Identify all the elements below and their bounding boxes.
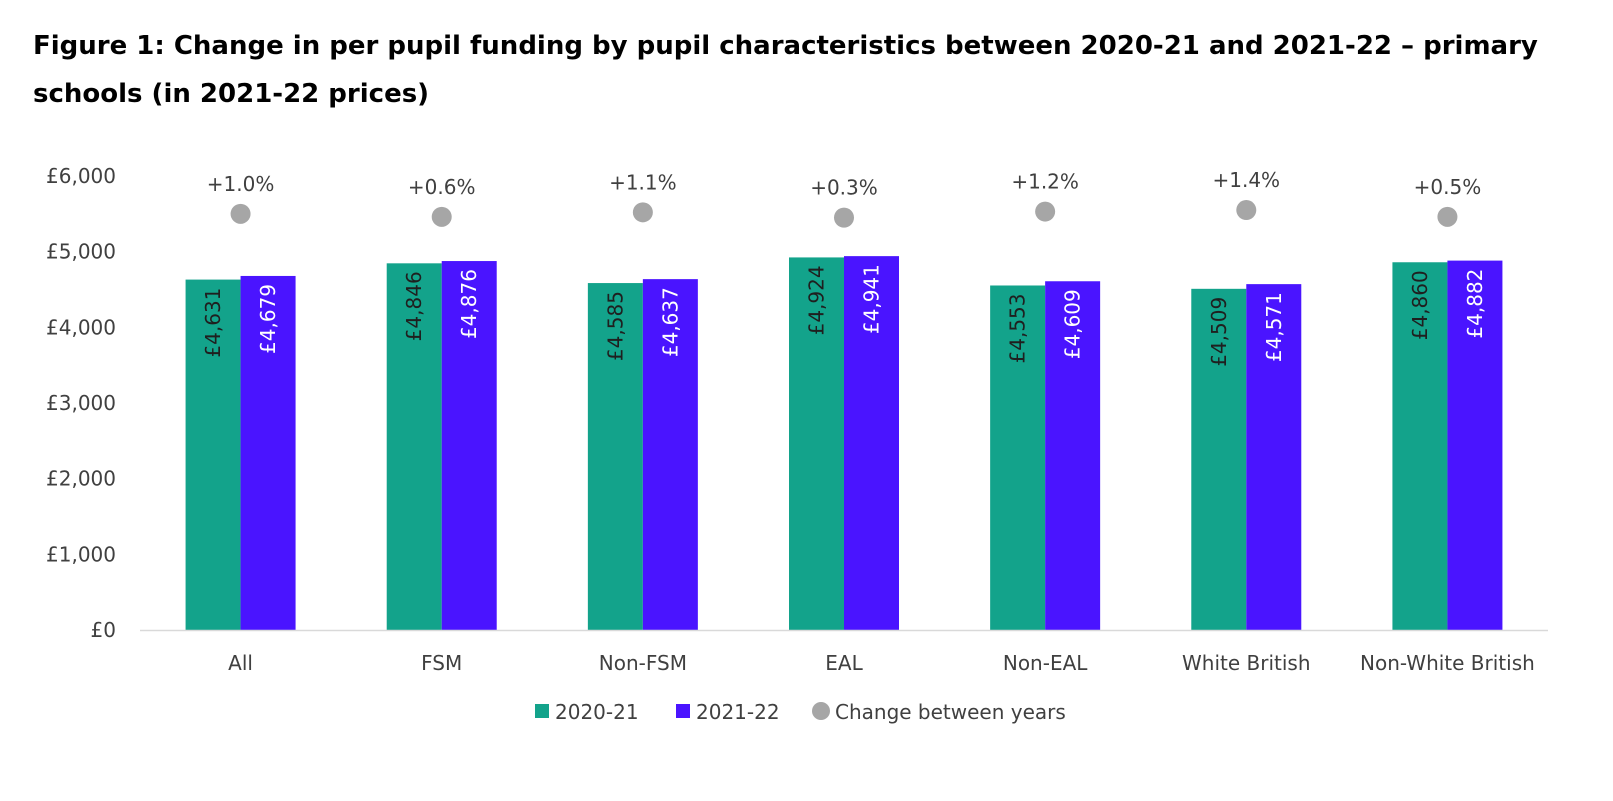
bar-2021-22 (1447, 260, 1503, 630)
bar-2020-21 (990, 285, 1046, 630)
bar-data-label: £4,882 (1463, 269, 1487, 339)
legend-swatch (676, 704, 690, 718)
bar-2021-22 (642, 279, 698, 630)
x-tick-label: EAL (825, 651, 863, 675)
bar-2020-21 (386, 263, 442, 630)
x-tick-label: White British (1182, 651, 1311, 675)
change-data-label: +0.6% (408, 175, 476, 199)
change-data-label: +1.0% (207, 172, 275, 196)
y-tick-label: £6,000 (46, 164, 116, 188)
change-marker (1236, 200, 1257, 221)
change-data-label: +1.1% (609, 170, 677, 194)
y-tick-label: £0 (91, 618, 116, 642)
y-tick-label: £4,000 (46, 315, 116, 339)
bar-data-label: £4,585 (603, 291, 627, 361)
change-marker (834, 207, 854, 228)
bars: £4,631 £4,679 £4,846 £4,876 £4,585 £4,637 £4,9… (185, 256, 1503, 630)
bar-2020-21 (185, 279, 241, 630)
bar-data-label: £4,637 (658, 287, 682, 357)
bar-data-label: £4,553 (1006, 293, 1030, 363)
bar-2021-22 (1045, 281, 1101, 630)
bar-data-label: £4,876 (457, 269, 481, 339)
legend-swatch (812, 702, 830, 720)
bar-data-label: £4,679 (256, 284, 280, 354)
change-data-label: +1.4% (1212, 168, 1280, 192)
y-tick-label: £5,000 (46, 240, 116, 264)
legend-label: Change between years (835, 700, 1066, 724)
bar-data-label: £4,860 (1408, 270, 1432, 340)
chart-title: Figure 1: Change in per pupil funding by… (33, 31, 1538, 109)
change-marker (230, 203, 251, 224)
change-marker (1437, 206, 1458, 227)
legend: 2020-21 2021-22 Change between years (535, 700, 1066, 724)
change-marker (632, 202, 653, 223)
x-tick-label: FSM (421, 651, 462, 675)
bar-2021-22 (844, 256, 899, 630)
bar-2020-21 (789, 257, 844, 630)
y-tick-label: £3,000 (46, 391, 116, 415)
x-tick-label: Non-EAL (1003, 651, 1088, 675)
bar-data-label: £4,509 (1207, 297, 1231, 367)
y-axis: £0 £1,000 £2,000 £3,000 £4,000 £5,000 £6,000 (46, 164, 116, 642)
bar-data-label: £4,941 (860, 264, 884, 334)
change-marker (1035, 201, 1056, 222)
change-data-label: +0.5% (1414, 175, 1482, 199)
change-data-label: +0.3% (810, 176, 878, 200)
change-marker (431, 206, 452, 227)
bar-2021-22 (441, 261, 497, 630)
bar-data-label: £4,924 (805, 265, 829, 335)
y-tick-label: £1,000 (46, 542, 116, 566)
change-markers: +1.0% +0.6% +1.1% +0.3% +1.2% +1.4% +0.5% (207, 168, 1481, 228)
legend-label: 2021-22 (696, 700, 780, 724)
y-tick-label: £2,000 (46, 467, 116, 491)
x-tick-label: Non-FSM (599, 651, 687, 675)
bar-2021-22 (240, 275, 296, 630)
change-data-label: +1.2% (1011, 170, 1079, 194)
bar-2020-21 (1191, 288, 1247, 630)
bar-2020-21 (587, 283, 643, 630)
bar-2020-21 (1392, 262, 1448, 630)
bar-data-label: £4,631 (201, 288, 225, 358)
legend-swatch (535, 704, 549, 718)
legend-label: 2020-21 (555, 700, 639, 724)
bar-data-label: £4,846 (402, 271, 426, 341)
bar-data-label: £4,609 (1061, 289, 1085, 359)
bar-2021-22 (1246, 284, 1302, 630)
x-axis: All FSM Non-FSM EAL Non-EAL White British Non-… (140, 629, 1548, 675)
x-tick-label: Non-White British (1360, 651, 1535, 675)
x-tick-label: All (228, 651, 253, 675)
bar-data-label: £4,571 (1262, 292, 1286, 362)
